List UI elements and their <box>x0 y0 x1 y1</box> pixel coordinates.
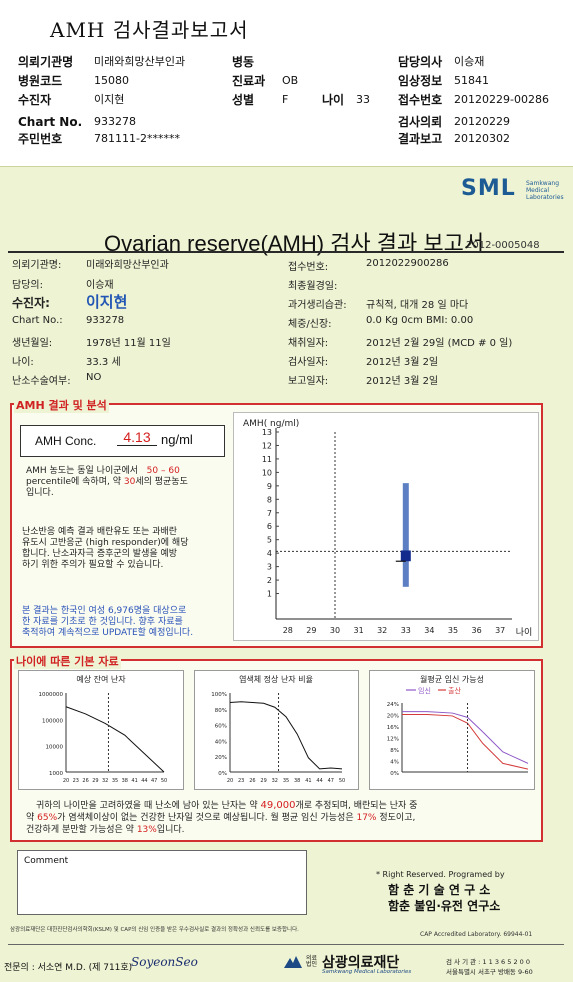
info-label: 보고일자: <box>288 376 329 387</box>
foundation-prefix: 의료법인 <box>306 955 318 968</box>
accreditation-footnote: 삼광의료재단은 대한진단검사의학회(KSLM) 및 CAP의 신임 인증을 받은… <box>10 927 299 933</box>
info-value: 2012022900286 <box>366 258 449 269</box>
report-doc-number: 2012-0005048 <box>466 240 540 251</box>
header-value: 이지현 <box>94 93 125 106</box>
info-value: 이승재 <box>86 280 114 291</box>
research-institute-2: 함춘 불임·유전 연구소 <box>388 899 501 913</box>
info-label: 채취일자: <box>288 338 329 349</box>
header-label: 주민번호 <box>18 132 63 146</box>
header-label: 성별 <box>232 93 255 107</box>
info-value: 2012년 3월 2일 <box>366 376 439 387</box>
specialist-signature: SoyeonSeo <box>131 955 198 969</box>
data-source-note: 본 결과는 한국인 여성 6,976명을 대상으로 한 자료를 기초로 한 것입… <box>22 606 194 638</box>
cap-accreditation: CAP Accredited Laboratory. 69944-01 <box>420 931 533 938</box>
footer-divider <box>8 944 564 945</box>
header-value: 933278 <box>94 115 136 128</box>
foundation-name: 삼광의료재단 <box>322 955 400 971</box>
info-label: 최종월경일: <box>288 281 338 292</box>
header-label: 검사의뢰 <box>398 115 443 129</box>
lab-address: 서울특별시 서초구 방배동 9-60 <box>446 968 533 976</box>
sml-logo: SML <box>461 176 516 201</box>
age-value: 33 <box>356 93 370 106</box>
header-label: 접수번호 <box>398 93 443 107</box>
egg-count-chart-frame <box>18 670 184 790</box>
header-value: 이승재 <box>454 55 485 68</box>
info-label: 담당의: <box>12 280 43 291</box>
header-value: 51841 <box>454 74 489 87</box>
header-label: 수진자 <box>18 93 52 107</box>
header-label: 진료과 <box>232 74 266 88</box>
pregnancy-chart-frame <box>369 670 535 790</box>
info-value: 1978년 11월 11일 <box>86 338 171 349</box>
comment-box: Comment <box>17 850 307 915</box>
header-value: 15080 <box>94 74 129 87</box>
header-value: 20120229 <box>454 115 510 128</box>
info-value: 2012년 2월 29일 (MCD # 0 일) <box>366 338 513 349</box>
age-label: 나이 <box>322 93 345 107</box>
rights-note: * Right Reserved. Programed by <box>376 870 505 879</box>
header-value: 미래와희망산부인과 <box>94 55 186 68</box>
header-label: 결과보고 <box>398 132 443 146</box>
patient-name: 이지현 <box>86 293 128 311</box>
foundation-english-name: Samkwang Medical Laboratories <box>322 969 412 975</box>
info-value: 33.3 세 <box>86 357 121 368</box>
info-label: 접수번호: <box>288 262 329 273</box>
research-institute-1: 함 춘 기 술 연 구 소 <box>388 883 491 897</box>
info-value: 933278 <box>86 315 125 326</box>
amh-conc-value: 4.13 <box>117 429 157 446</box>
specialist-name: 전문의 : 서소연 M.D. (제 711호) <box>4 963 133 973</box>
header-label: 의뢰기관명 <box>18 55 74 69</box>
header-value: 20120229-00286 <box>454 93 549 106</box>
info-label: 난소수술여부: <box>12 376 71 387</box>
report-title: Ovarian reserve(AMH) 검사 결과 보고서 <box>104 231 485 256</box>
document-title: AMH 검사결과보고서 <box>50 18 249 42</box>
header-value: 20120302 <box>454 132 510 145</box>
info-value: 2012년 3월 2일 <box>366 357 439 368</box>
info-label: Chart No.: <box>12 315 63 326</box>
header-value: F <box>282 93 289 106</box>
info-label: 생년월일: <box>12 338 53 349</box>
amh-conc-label: AMH Conc. <box>35 434 97 448</box>
amh-chart-frame <box>233 412 539 641</box>
age-summary-text: 귀하의 나이만을 고려하였을 때 난소에 남아 있는 난자는 약 49,000개… <box>26 800 418 835</box>
info-value: 미래와희망산부인과 <box>86 260 169 271</box>
header-label: 병원코드 <box>18 74 63 88</box>
normal-egg-chart-frame <box>194 670 359 790</box>
info-label: 나이: <box>12 357 34 368</box>
info-label: 검사일자: <box>288 357 329 368</box>
header-value: 781111-2****** <box>94 132 180 145</box>
amh-percentile-text: AMH 농도는 동일 나이군에서 50 – 60 percentile에 속하며… <box>26 466 188 498</box>
foundation-logo-icon <box>282 954 304 970</box>
age-section-title: 나이에 따른 기본 자료 <box>14 653 121 669</box>
info-label: 수진자: <box>12 296 50 310</box>
header-value: OB <box>282 74 299 87</box>
info-value: 0.0 Kg 0cm BMI: 0.00 <box>366 315 474 326</box>
info-value: 규칙적, 대개 28 일 마다 <box>366 300 469 311</box>
comment-label: Comment <box>24 856 69 866</box>
lab-code: 검 사 기 관 : 1 1 3 6 5 2 0 0 <box>446 958 530 966</box>
amh-conc-unit: ng/ml <box>161 432 193 447</box>
title-divider <box>8 251 564 253</box>
ovarian-response-text: 난소반응 예측 결과 배란유도 또는 과배란 유도시 고반응군 (high re… <box>22 527 189 570</box>
header-label: 임상정보 <box>398 74 443 88</box>
sml-logo-subtitle: Samkwang Medical Laboratories <box>526 180 564 201</box>
info-label: 체중/신장: <box>288 319 332 330</box>
header-label: 병동 <box>232 55 255 69</box>
info-label: 의뢰기관명: <box>12 260 62 271</box>
info-value: NO <box>86 372 102 383</box>
header-label: Chart No. <box>18 115 83 129</box>
header-label: 담당의사 <box>398 55 443 69</box>
info-label: 과거생리습관: <box>288 300 347 311</box>
amh-section-title: AMH 결과 및 분석 <box>14 397 109 413</box>
amh-conc-box: AMH Conc. 4.13 ng/ml <box>20 425 225 457</box>
